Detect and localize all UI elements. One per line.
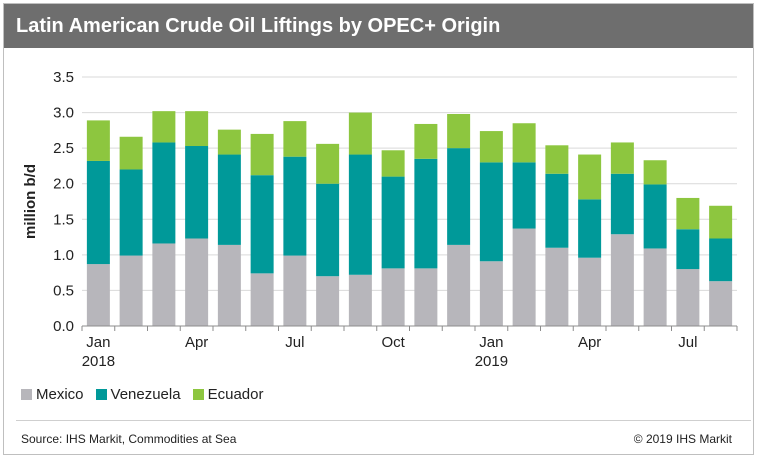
bar-segment-ecuador xyxy=(185,111,209,147)
bar-segment-ecuador xyxy=(381,150,405,177)
bar-segment-venezuela xyxy=(578,199,602,258)
legend-swatch xyxy=(192,389,204,400)
y-tick-label: 3.0 xyxy=(53,105,74,122)
chart-title: Latin American Crude Oil Liftings by OPE… xyxy=(16,15,501,37)
bar-segment-venezuela xyxy=(86,160,110,265)
bar-segment-mexico xyxy=(119,255,143,326)
bar-segment-ecuador xyxy=(479,131,503,163)
bar-segment-venezuela xyxy=(316,183,340,277)
bar-segment-ecuador xyxy=(578,154,602,200)
bar-segment-mexico xyxy=(545,247,569,326)
x-tick-year-label: 2019 xyxy=(475,353,508,370)
bar-segment-venezuela xyxy=(119,169,143,256)
bar-segment-venezuela xyxy=(152,142,176,244)
x-tick-label: Apr xyxy=(185,334,208,351)
bar-segment-venezuela xyxy=(217,154,241,245)
bar-segment-venezuela xyxy=(185,146,209,239)
bar-segment-venezuela xyxy=(479,162,503,262)
bar-segment-ecuador xyxy=(86,120,110,161)
bar-segment-venezuela xyxy=(545,173,569,248)
bar-segment-ecuador xyxy=(348,112,372,155)
footer-divider xyxy=(16,420,751,421)
bar-segment-ecuador xyxy=(709,205,733,239)
x-tick-label: Jan xyxy=(479,334,503,351)
bar-segment-venezuela xyxy=(283,156,307,256)
y-tick-label: 2.5 xyxy=(53,140,74,157)
legend-item-mexico: Mexico xyxy=(21,386,84,403)
bar-segment-venezuela xyxy=(676,229,700,270)
bar-segment-mexico xyxy=(316,276,340,326)
title-bar: Latin American Crude Oil Liftings by OPE… xyxy=(4,4,753,48)
legend-label: Ecuador xyxy=(207,386,264,403)
bar-segment-mexico xyxy=(217,244,241,326)
bar-segment-mexico xyxy=(447,244,471,326)
y-tick-label: 1.5 xyxy=(53,211,74,228)
bar-segment-venezuela xyxy=(381,176,405,269)
x-tick-label: Oct xyxy=(381,334,405,351)
bar-segment-mexico xyxy=(578,257,602,326)
y-tick-label: 1.0 xyxy=(53,247,74,264)
bar-segment-mexico xyxy=(152,243,176,326)
y-axis-label: million b/d xyxy=(22,164,39,239)
bar-segment-ecuador xyxy=(512,123,536,163)
legend-label: Venezuela xyxy=(110,386,181,403)
bar-segment-mexico xyxy=(643,248,667,326)
x-tick-label: Jan xyxy=(86,334,110,351)
bar-segment-mexico xyxy=(610,234,634,326)
bar-segment-venezuela xyxy=(348,154,372,275)
bar-segment-ecuador xyxy=(676,197,700,230)
legend-item-venezuela: Venezuela xyxy=(95,386,181,403)
legend-swatch xyxy=(21,389,32,400)
legend-swatch xyxy=(95,389,107,400)
bar-segment-ecuador xyxy=(610,142,634,174)
bar-segment-venezuela xyxy=(643,184,667,249)
y-tick-label: 2.0 xyxy=(53,176,74,193)
legend-label: Mexico xyxy=(36,386,84,403)
bar-segment-ecuador xyxy=(643,160,667,185)
bar-segment-mexico xyxy=(414,268,438,326)
y-tick-label: 0.0 xyxy=(53,318,74,335)
x-tick-label: Jul xyxy=(285,334,304,351)
bar-segment-venezuela xyxy=(709,238,733,282)
x-tick-year-label: 2018 xyxy=(82,353,115,370)
bar-segment-ecuador xyxy=(217,129,241,155)
bar-segment-ecuador xyxy=(152,111,176,143)
source-note: Source: IHS Markit, Commodities at Sea xyxy=(21,432,237,446)
x-tick-label: Apr xyxy=(578,334,601,351)
bar-segment-ecuador xyxy=(119,136,143,170)
bar-segment-mexico xyxy=(676,269,700,326)
bar-segment-venezuela xyxy=(414,158,438,269)
bar-segment-mexico xyxy=(86,264,110,326)
bar-segment-mexico xyxy=(250,273,274,326)
x-tick-label: Jul xyxy=(678,334,697,351)
stacked-bar-chart: 0.0 0.5 1.0 1.5 2.0 2.5 3.0 3.5 million b/d Jan 20… xyxy=(22,69,738,370)
bar-segment-mexico xyxy=(283,255,307,326)
bar-segment-venezuela xyxy=(250,175,274,274)
bar-segment-ecuador xyxy=(316,143,340,184)
bar-segment-venezuela xyxy=(512,162,536,229)
bar-segment-mexico xyxy=(512,228,536,326)
bar-segment-mexico xyxy=(348,274,372,326)
bar-segment-ecuador xyxy=(447,113,471,149)
y-tick-label: 3.5 xyxy=(53,69,74,86)
bar-segment-mexico xyxy=(479,261,503,326)
bar-segment-mexico xyxy=(381,268,405,326)
bar-segment-ecuador xyxy=(250,133,274,176)
y-tick-label: 0.5 xyxy=(53,282,74,299)
bar-segment-mexico xyxy=(185,238,209,326)
bar-segment-mexico xyxy=(709,281,733,326)
chart-frame: Latin American Crude Oil Liftings by OPE… xyxy=(3,3,754,455)
copyright-note: © 2019 IHS Markit xyxy=(633,432,732,446)
bar-segment-ecuador xyxy=(414,123,438,159)
legend-item-ecuador: Ecuador xyxy=(192,386,264,403)
bar-segment-ecuador xyxy=(283,121,307,157)
legend: Mexico Venezuela Ecuador xyxy=(21,386,275,403)
bar-segment-venezuela xyxy=(447,148,471,245)
bar-segment-ecuador xyxy=(545,145,569,174)
bar-segment-venezuela xyxy=(610,173,634,235)
